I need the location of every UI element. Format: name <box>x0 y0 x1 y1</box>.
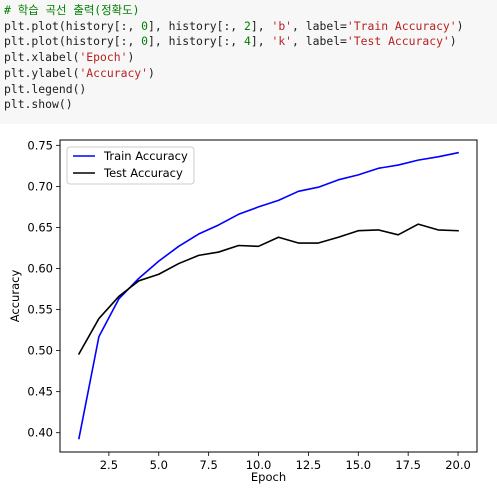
x-tick-label: 12.5 <box>296 458 322 472</box>
y-tick-label: 0.40 <box>27 426 53 440</box>
code-token: 2 <box>244 19 251 33</box>
code-token: plt.legend() <box>4 82 86 96</box>
code-line: plt.plot(history[:, 0], history[:, 2], '… <box>4 19 464 33</box>
code-cell[interactable]: # 학습 곡선 출력(정확도) plt.plot(history[:, 0], … <box>0 0 497 124</box>
code-token: plt.plot(history[:, <box>4 19 141 33</box>
code-block[interactable]: # 학습 곡선 출력(정확도) plt.plot(history[:, 0], … <box>4 3 464 113</box>
code-token: 'b' <box>271 19 292 33</box>
code-token: ], history[:, <box>148 19 244 33</box>
code-token: ) <box>457 19 464 33</box>
x-tick-label: 2.5 <box>100 458 118 472</box>
y-tick-label: 0.45 <box>27 385 53 399</box>
series-lines <box>79 153 458 439</box>
code-line: plt.plot(history[:, 0], history[:, 4], '… <box>4 34 457 48</box>
train-accuracy-line <box>79 153 458 439</box>
x-tick-label: 5.0 <box>150 458 168 472</box>
code-token: 0 <box>141 34 148 48</box>
y-axis-label: Accuracy <box>8 270 22 323</box>
test-accuracy-line <box>79 224 458 354</box>
y-tick-label: 0.55 <box>27 303 53 317</box>
code-token: ], <box>251 19 272 33</box>
y-tick-label: 0.75 <box>27 138 53 152</box>
legend: Train Accuracy Test Accuracy <box>67 147 194 184</box>
code-token: , label= <box>292 19 347 33</box>
y-tick-label: 0.50 <box>27 344 53 358</box>
y-tick-label: 0.65 <box>27 220 53 234</box>
code-token: ) <box>127 50 134 64</box>
code-token: ], <box>251 34 272 48</box>
code-token: 'Accuracy' <box>79 66 148 80</box>
code-token: 'Test Accuracy' <box>347 34 450 48</box>
code-token: 4 <box>244 34 251 48</box>
y-tick-label: 0.60 <box>27 261 53 275</box>
code-token: ) <box>450 34 457 48</box>
legend-label-test: Test Accuracy <box>103 166 183 180</box>
code-token: 'k' <box>271 34 292 48</box>
code-token: ], history[:, <box>148 34 244 48</box>
code-line: plt.ylabel('Accuracy') <box>4 66 155 80</box>
x-tick-label: 20.0 <box>445 458 471 472</box>
code-line: plt.show() <box>4 97 73 111</box>
code-line: plt.xlabel('Epoch') <box>4 50 134 64</box>
code-token: , label= <box>292 34 347 48</box>
code-line: plt.legend() <box>4 82 86 96</box>
code-token: ) <box>148 66 155 80</box>
y-ticks: 0.40 0.45 0.50 0.55 0.60 0.65 0.70 0.75 <box>27 138 60 439</box>
x-axis-label: Epoch <box>251 470 286 484</box>
code-token: plt.xlabel( <box>4 50 79 64</box>
code-token: 'Epoch' <box>79 50 127 64</box>
code-token: plt.show() <box>4 97 73 111</box>
code-token: 'Train Accuracy' <box>347 19 457 33</box>
code-line: # 학습 곡선 출력(정확도) <box>4 3 139 17</box>
x-tick-label: 17.5 <box>395 458 421 472</box>
code-token: # 학습 곡선 출력(정확도) <box>4 3 139 17</box>
legend-label-train: Train Accuracy <box>103 149 188 163</box>
y-tick-label: 0.70 <box>27 179 53 193</box>
code-token: 0 <box>141 19 148 33</box>
code-token: plt.ylabel( <box>4 66 79 80</box>
code-token: plt.plot(history[:, <box>4 34 141 48</box>
x-tick-label: 15.0 <box>345 458 371 472</box>
x-tick-label: 7.5 <box>199 458 217 472</box>
